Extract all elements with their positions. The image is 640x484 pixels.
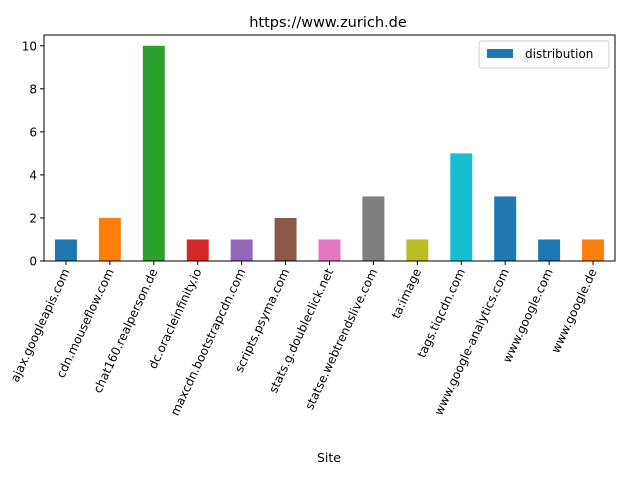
- y-tick-label: 8: [29, 82, 37, 96]
- chart-title: https://www.zurich.de: [249, 15, 407, 31]
- y-axis: 0 2 4 6 8 10: [22, 39, 44, 269]
- y-tick-label: 0: [29, 255, 37, 269]
- y-tick-label: 10: [22, 39, 37, 53]
- bar: [582, 239, 605, 261]
- bar: [54, 239, 77, 261]
- plot-frame: [43, 34, 616, 262]
- bar: [142, 45, 165, 262]
- bar: [230, 239, 253, 261]
- bar: [318, 239, 341, 261]
- bar: [98, 217, 121, 261]
- legend-box: [478, 40, 610, 69]
- y-tick-label: 2: [29, 211, 37, 225]
- bars-group: [54, 45, 605, 262]
- y-tick-label: 6: [29, 125, 37, 139]
- bar: [450, 153, 473, 261]
- bar: [274, 217, 297, 261]
- bar: [186, 239, 209, 261]
- y-tick-label: 4: [29, 168, 37, 182]
- legend: distribution: [478, 40, 610, 69]
- bar: [362, 196, 385, 261]
- x-axis-label: Site: [317, 450, 341, 465]
- bar: [538, 239, 561, 261]
- legend-label: distribution: [525, 47, 593, 61]
- bar: [406, 239, 429, 261]
- bar: [494, 196, 517, 261]
- legend-swatch: [487, 49, 513, 58]
